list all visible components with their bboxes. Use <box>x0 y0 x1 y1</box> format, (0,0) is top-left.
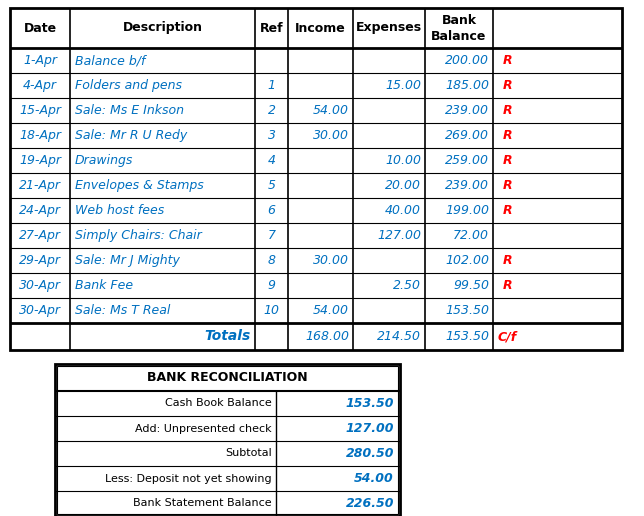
Text: Date: Date <box>23 22 57 35</box>
Text: R: R <box>503 254 513 267</box>
Text: 20.00: 20.00 <box>385 179 421 192</box>
Text: 199.00: 199.00 <box>445 204 489 217</box>
Text: 200.00: 200.00 <box>445 54 489 67</box>
Text: 30-Apr: 30-Apr <box>19 304 61 317</box>
Text: Bank: Bank <box>441 13 477 26</box>
Text: 9: 9 <box>267 279 276 292</box>
Text: 2: 2 <box>267 104 276 117</box>
Text: R: R <box>503 204 513 217</box>
Text: 3: 3 <box>267 129 276 142</box>
Text: Less: Deposit not yet showing: Less: Deposit not yet showing <box>105 474 272 483</box>
Text: 6: 6 <box>267 204 276 217</box>
Text: 127.00: 127.00 <box>345 422 394 435</box>
Text: Envelopes & Stamps: Envelopes & Stamps <box>75 179 204 192</box>
Text: Description: Description <box>122 22 202 35</box>
Text: 15-Apr: 15-Apr <box>19 104 61 117</box>
Text: Ref: Ref <box>260 22 283 35</box>
Text: 4-Apr: 4-Apr <box>23 79 57 92</box>
Text: C/f: C/f <box>498 330 517 343</box>
Text: 10: 10 <box>263 304 279 317</box>
Text: Bank Fee: Bank Fee <box>75 279 133 292</box>
Text: 1-Apr: 1-Apr <box>23 54 57 67</box>
Text: Expenses: Expenses <box>356 22 422 35</box>
Text: 21-Apr: 21-Apr <box>19 179 61 192</box>
Bar <box>55 364 400 516</box>
Text: 54.00: 54.00 <box>354 472 394 485</box>
Text: Folders and pens: Folders and pens <box>75 79 182 92</box>
Text: 30.00: 30.00 <box>313 254 349 267</box>
Text: R: R <box>503 54 513 67</box>
Text: 185.00: 185.00 <box>445 79 489 92</box>
Text: 280.50: 280.50 <box>345 447 394 460</box>
Text: Add: Unpresented check: Add: Unpresented check <box>135 424 272 433</box>
Text: R: R <box>503 279 513 292</box>
Text: Bank Statement Balance: Bank Statement Balance <box>133 498 272 508</box>
Text: 54.00: 54.00 <box>313 304 349 317</box>
Text: 18-Apr: 18-Apr <box>19 129 61 142</box>
Text: R: R <box>503 179 513 192</box>
Text: 99.50: 99.50 <box>453 279 489 292</box>
Text: 4: 4 <box>267 154 276 167</box>
Text: 239.00: 239.00 <box>445 104 489 117</box>
Text: Income: Income <box>295 22 346 35</box>
Text: 30.00: 30.00 <box>313 129 349 142</box>
Text: 2.50: 2.50 <box>393 279 421 292</box>
Text: 19-Apr: 19-Apr <box>19 154 61 167</box>
Text: 72.00: 72.00 <box>453 229 489 242</box>
Text: 40.00: 40.00 <box>385 204 421 217</box>
Text: Simply Chairs: Chair: Simply Chairs: Chair <box>75 229 202 242</box>
Text: Sale: Mr R U Redy: Sale: Mr R U Redy <box>75 129 187 142</box>
Text: 239.00: 239.00 <box>445 179 489 192</box>
Text: Web host fees: Web host fees <box>75 204 164 217</box>
Text: Sale: Ms T Real: Sale: Ms T Real <box>75 304 171 317</box>
Text: 102.00: 102.00 <box>445 254 489 267</box>
Text: Drawings: Drawings <box>75 154 133 167</box>
Text: 168.00: 168.00 <box>305 330 349 343</box>
Text: 214.50: 214.50 <box>377 330 421 343</box>
Text: 5: 5 <box>267 179 276 192</box>
Text: Sale: Ms E Inkson: Sale: Ms E Inkson <box>75 104 184 117</box>
Text: 153.50: 153.50 <box>445 304 489 317</box>
Text: 15.00: 15.00 <box>385 79 421 92</box>
Text: Cash Book Balance: Cash Book Balance <box>165 398 272 409</box>
Bar <box>10 8 622 350</box>
Text: 127.00: 127.00 <box>377 229 421 242</box>
Text: 269.00: 269.00 <box>445 129 489 142</box>
Text: 153.50: 153.50 <box>445 330 489 343</box>
Text: R: R <box>503 154 513 167</box>
Text: Balance b/f: Balance b/f <box>75 54 146 67</box>
Text: R: R <box>503 104 513 117</box>
Text: 24-Apr: 24-Apr <box>19 204 61 217</box>
Text: 30-Apr: 30-Apr <box>19 279 61 292</box>
Text: 226.50: 226.50 <box>345 497 394 510</box>
Text: R: R <box>503 79 513 92</box>
Text: 29-Apr: 29-Apr <box>19 254 61 267</box>
Text: 1: 1 <box>267 79 276 92</box>
Text: BANK RECONCILIATION: BANK RECONCILIATION <box>147 371 308 384</box>
Text: 259.00: 259.00 <box>445 154 489 167</box>
Text: 8: 8 <box>267 254 276 267</box>
Text: 10.00: 10.00 <box>385 154 421 167</box>
Text: R: R <box>503 129 513 142</box>
Text: 27-Apr: 27-Apr <box>19 229 61 242</box>
Text: Sale: Mr J Mighty: Sale: Mr J Mighty <box>75 254 180 267</box>
Bar <box>57 366 398 514</box>
Text: 7: 7 <box>267 229 276 242</box>
Text: Balance: Balance <box>431 29 487 42</box>
Text: Subtotal: Subtotal <box>225 448 272 459</box>
Text: Totals: Totals <box>205 330 251 344</box>
Text: 153.50: 153.50 <box>345 397 394 410</box>
Text: 54.00: 54.00 <box>313 104 349 117</box>
